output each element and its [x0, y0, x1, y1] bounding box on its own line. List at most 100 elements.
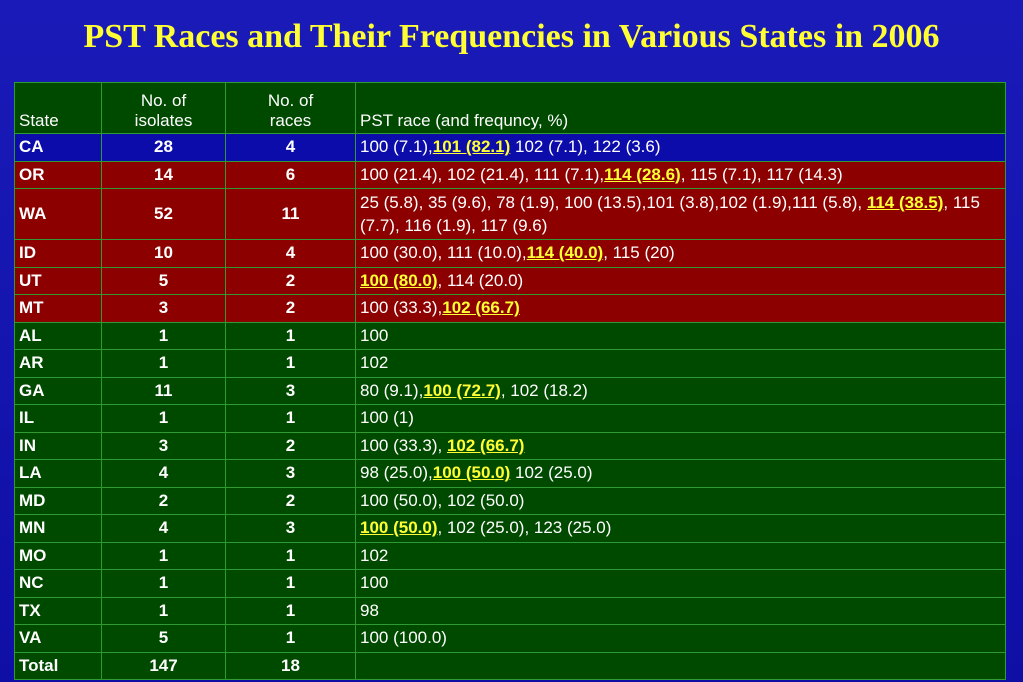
- cell-race-frequencies: 100 (50.0), 102 (25.0), 123 (25.0): [355, 514, 1006, 543]
- table-row: IN 3 2 100 (33.3), 102 (66.7): [14, 431, 1006, 460]
- cell-races: 2: [225, 486, 356, 515]
- cell-race-frequencies: 100: [355, 321, 1006, 350]
- cell-race-frequencies: 100 (100.0): [355, 624, 1006, 653]
- cell-races: 2: [225, 431, 356, 460]
- cell-isolates: 5: [101, 266, 226, 295]
- cell-state: ID: [14, 239, 102, 268]
- cell-state: UT: [14, 266, 102, 295]
- cell-state: CA: [14, 133, 102, 162]
- header-race: PST race (and frequncy, %): [355, 82, 1006, 134]
- race-segment: , 115 (7.1), 117 (14.3): [680, 164, 843, 184]
- header-state: State: [14, 82, 102, 134]
- cell-races: 1: [225, 569, 356, 598]
- table-row: Total 147 18: [14, 651, 1006, 680]
- cell-isolates: 28: [101, 133, 226, 162]
- table-row: TX 1 1 98: [14, 596, 1006, 625]
- table-row: OR 14 6 100 (21.4), 102 (21.4), 111 (7.1),1…: [14, 160, 1006, 189]
- cell-races: 2: [225, 294, 356, 323]
- race-segment: 80 (9.1),: [360, 380, 424, 400]
- cell-races: 1: [225, 541, 356, 570]
- race-segment: 100 (7.1),: [360, 137, 433, 157]
- header-isolates-line1: No. of: [140, 91, 187, 110]
- cell-race-frequencies: 98 (25.0),100 (50.0) 102 (25.0): [355, 459, 1006, 488]
- cell-races: 11: [225, 188, 356, 240]
- race-segment: 102 (25.0): [510, 463, 593, 483]
- cell-isolates: 52: [101, 188, 226, 240]
- cell-races: 6: [225, 160, 356, 189]
- header-races-line1: No. of: [267, 91, 314, 110]
- table-row: VA 5 1 100 (100.0): [14, 624, 1006, 653]
- cell-race-frequencies: 100 (1): [355, 404, 1006, 433]
- cell-isolates: 147: [101, 651, 226, 680]
- cell-isolates: 1: [101, 541, 226, 570]
- race-segment: 100 (21.4), 102 (21.4), 111 (7.1),: [360, 164, 605, 184]
- dominant-race-segment: 102 (66.7): [442, 298, 520, 318]
- table-row: AR 1 1 102: [14, 349, 1006, 378]
- race-segment: 98 (25.0),: [360, 463, 433, 483]
- table-row: NC 1 1 100: [14, 569, 1006, 598]
- dominant-race-segment: 100 (80.0): [360, 270, 438, 290]
- pst-race-table: State No. of isolates No. of races PST r…: [14, 82, 1006, 680]
- cell-state: MD: [14, 486, 102, 515]
- cell-state: LA: [14, 459, 102, 488]
- table-row: UT 5 2 100 (80.0), 114 (20.0): [14, 266, 1006, 295]
- table-row: CA 28 4 100 (7.1),101 (82.1) 102 (7.1), 122…: [14, 133, 1006, 162]
- race-segment: 102: [360, 353, 389, 373]
- cell-race-frequencies: 98: [355, 596, 1006, 625]
- cell-races: 1: [225, 624, 356, 653]
- dominant-race-segment: 101 (82.1): [432, 137, 511, 157]
- cell-state: GA: [14, 376, 102, 405]
- dominant-race-segment: 100 (72.7): [423, 380, 501, 400]
- cell-race-frequencies: 102: [355, 541, 1006, 570]
- dominant-race-segment: 100 (50.0): [432, 463, 511, 483]
- cell-state: Total: [14, 651, 102, 680]
- table-row: IL 1 1 100 (1): [14, 404, 1006, 433]
- dominant-race-segment: 100 (50.0): [360, 518, 438, 538]
- cell-races: 3: [225, 459, 356, 488]
- cell-state: IN: [14, 431, 102, 460]
- header-isolates: No. of isolates: [101, 82, 226, 134]
- dominant-race-segment: 114 (28.6): [604, 164, 681, 184]
- race-segment: 98: [360, 600, 379, 620]
- cell-state: AR: [14, 349, 102, 378]
- table-row: ID 10 4 100 (30.0), 111 (10.0),114 (40.0), …: [14, 239, 1006, 268]
- cell-race-frequencies: 100: [355, 569, 1006, 598]
- cell-state: NC: [14, 569, 102, 598]
- cell-isolates: 4: [101, 514, 226, 543]
- cell-state: VA: [14, 624, 102, 653]
- dominant-race-segment: 114 (38.5): [866, 193, 944, 212]
- cell-races: 18: [225, 651, 356, 680]
- table-row: MO 1 1 102: [14, 541, 1006, 570]
- cell-isolates: 1: [101, 596, 226, 625]
- cell-races: 2: [225, 266, 356, 295]
- race-segment: 25 (5.8), 35 (9.6), 78 (1.9), 100 (13.5)…: [360, 193, 867, 212]
- race-segment: , 115 (7.7), 116 (1.9), 117 (9.6): [360, 193, 980, 235]
- table-row: GA 11 3 80 (9.1),100 (72.7), 102 (18.2): [14, 376, 1006, 405]
- cell-isolates: 3: [101, 431, 226, 460]
- dominant-race-segment: 102 (66.7): [446, 435, 525, 455]
- cell-races: 4: [225, 133, 356, 162]
- cell-state: MT: [14, 294, 102, 323]
- page-title: PST Races and Their Frequencies in Vario…: [83, 18, 940, 55]
- cell-races: 1: [225, 349, 356, 378]
- cell-race-frequencies: 25 (5.8), 35 (9.6), 78 (1.9), 100 (13.5)…: [355, 188, 1006, 240]
- cell-isolates: 1: [101, 569, 226, 598]
- cell-isolates: 3: [101, 294, 226, 323]
- header-races: No. of races: [225, 82, 356, 134]
- header-isolates-line2: isolates: [134, 111, 193, 130]
- cell-isolates: 1: [101, 321, 226, 350]
- cell-isolates: 5: [101, 624, 226, 653]
- cell-isolates: 4: [101, 459, 226, 488]
- cell-state: TX: [14, 596, 102, 625]
- table-body: State No. of isolates No. of races PST r…: [14, 82, 1006, 680]
- cell-state: AL: [14, 321, 102, 350]
- race-segment: 100 (30.0), 111 (10.0),: [360, 243, 527, 263]
- pst-race-table-container: State No. of isolates No. of races PST r…: [14, 82, 1006, 680]
- cell-race-frequencies: 100 (30.0), 111 (10.0),114 (40.0), 115 (…: [355, 239, 1006, 268]
- race-segment: , 115 (20): [603, 243, 675, 263]
- cell-isolates: 2: [101, 486, 226, 515]
- race-segment: 102 (7.1), 122 (3.6): [510, 137, 661, 157]
- table-row: MD 2 2 100 (50.0), 102 (50.0): [14, 486, 1006, 515]
- cell-isolates: 14: [101, 160, 226, 189]
- table-row: WA 52 11 25 (5.8), 35 (9.6), 78 (1.9), 100 …: [14, 188, 1006, 240]
